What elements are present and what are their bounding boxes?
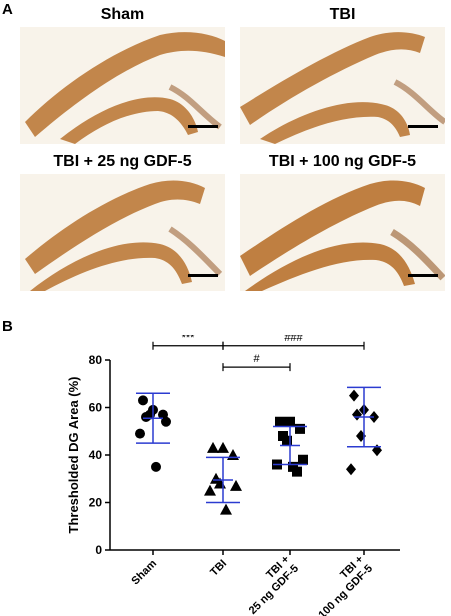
y-tick-label: 20 (89, 496, 103, 510)
y-tick-label: 80 (89, 353, 103, 367)
data-point-square (292, 466, 302, 477)
data-point-square (298, 454, 308, 465)
data-point-circle (161, 416, 171, 427)
data-point-diamond (346, 463, 356, 476)
data-point-triangle (227, 449, 239, 460)
x-tick-label: Sham (129, 557, 159, 587)
panel-a-label: A (2, 1, 13, 18)
micrograph-title-tbi: TBI (329, 6, 356, 23)
scale-bar (188, 274, 218, 277)
significance-label: ### (284, 335, 303, 344)
x-tick-label: TBI +25 ng GDF-5 (238, 553, 301, 616)
data-point-diamond (349, 389, 359, 402)
data-point-square (295, 423, 305, 434)
y-tick-label: 40 (89, 448, 103, 462)
data-point-square (275, 416, 285, 427)
data-point-triangle (230, 479, 242, 491)
micrograph-title-tbi-25ng: TBI + 25 ng GDF-5 (53, 153, 192, 170)
x-tick-label: TBI +100 ng GDF-5 (307, 553, 375, 616)
data-point-circle (135, 428, 145, 439)
data-point-triangle (204, 484, 216, 496)
micrograph-tbi-100ng (240, 174, 445, 291)
data-point-square (282, 435, 292, 446)
micrograph-title-sham: Sham (100, 6, 145, 23)
data-point-circle (138, 395, 148, 406)
micrograph-title-tbi-100ng: TBI + 100 ng GDF-5 (268, 153, 417, 170)
scale-bar (408, 125, 438, 128)
data-point-circle (151, 461, 161, 472)
significance-label: *** (182, 335, 196, 344)
scale-bar (408, 274, 438, 277)
y-axis-label: Thresholded DG Area (%) (66, 377, 81, 534)
x-tick-label: TBI (208, 558, 229, 579)
data-point-triangle (220, 503, 232, 515)
data-point-triangle (207, 441, 219, 453)
micrograph-sham (20, 27, 225, 144)
scale-bar (188, 125, 218, 128)
panel-b-label: B (2, 318, 13, 335)
micrograph-tbi (240, 27, 445, 144)
x-tick-label-line: TBI (208, 558, 229, 579)
significance-label: # (253, 353, 260, 365)
scatter-chart: 0 20 40 60 80 Thresholded DG Area (%) Sham TBI T… (66, 335, 400, 616)
x-tick-label-line: Sham (129, 557, 159, 587)
y-tick-label: 60 (89, 401, 103, 415)
y-tick-label: 0 (95, 543, 102, 557)
micrograph-tbi-25ng (20, 174, 225, 291)
data-point-square (285, 416, 295, 427)
data-point-triangle (217, 441, 229, 453)
